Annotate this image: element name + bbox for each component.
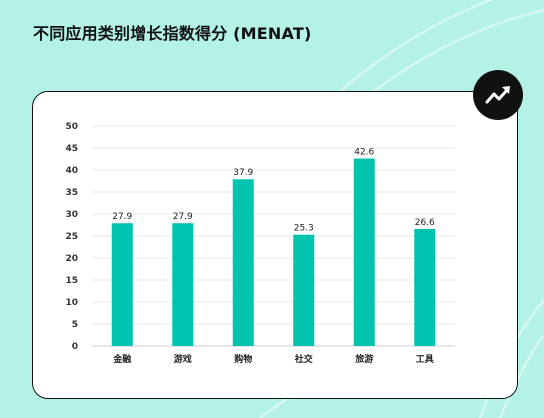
y-tick-label: 10 [65,298,78,308]
bar [414,228,436,346]
bars [111,158,436,346]
page-title: 不同应用类别增长指数得分 (MENAT) [33,24,312,43]
x-tick-label: 金融 [112,353,131,365]
x-tick-label: 工具 [416,354,434,365]
y-tick-label: 40 [65,166,78,176]
value-label: 42.6 [354,148,374,158]
value-label: 27.9 [173,212,193,222]
y-tick-label: 45 [65,144,78,154]
y-tick-label: 20 [65,254,78,264]
value-label: 26.6 [415,218,435,228]
y-tick-label: 0 [72,342,78,352]
bar [353,158,375,346]
value-labels: 27.9 27.9 37.9 25.3 42.6 26.6 [112,148,435,234]
y-tick-label: 50 [65,122,78,132]
value-label: 25.3 [294,224,314,234]
gridlines [92,125,455,347]
x-tick-label: 社交 [294,353,313,365]
y-axis-ticks: 0 5 10 15 20 25 30 35 40 45 50 [65,122,78,352]
bar [232,179,254,346]
x-tick-label: 购物 [234,353,252,365]
value-label: 37.9 [233,168,253,178]
y-tick-label: 5 [72,320,78,330]
x-tick-label: 游戏 [174,353,192,365]
y-tick-label: 35 [65,188,78,198]
bar [293,234,315,346]
value-label: 27.9 [112,212,132,222]
x-axis-labels: 金融 游戏 购物 社交 旅游 工具 [112,353,434,365]
y-tick-label: 25 [65,232,78,242]
y-tick-label: 30 [65,210,78,220]
bar [172,223,194,346]
y-tick-label: 15 [65,276,78,286]
trend-badge [473,70,523,120]
trend-up-icon [485,86,510,104]
bar [111,223,133,346]
x-tick-label: 旅游 [355,353,373,365]
